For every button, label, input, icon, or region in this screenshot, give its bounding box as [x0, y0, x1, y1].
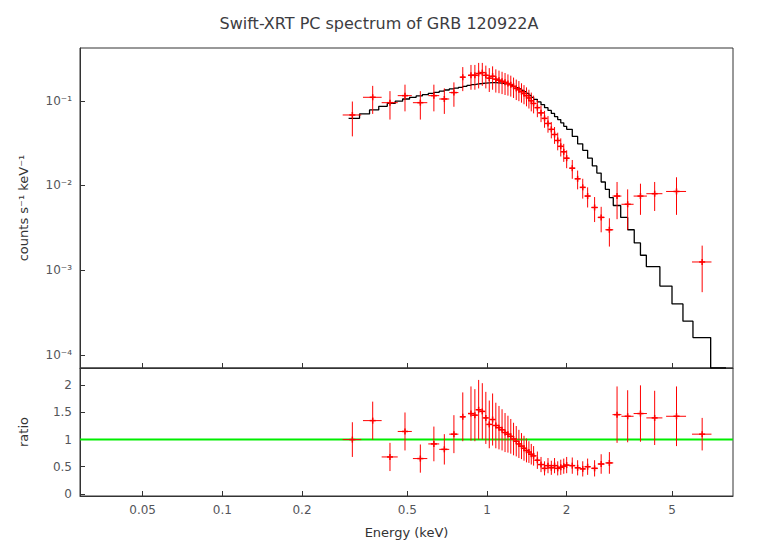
svg-text:5: 5 — [668, 503, 676, 517]
svg-text:1.5: 1.5 — [53, 405, 72, 419]
svg-text:10⁻¹: 10⁻¹ — [46, 94, 73, 108]
svg-text:2: 2 — [563, 503, 571, 517]
svg-text:0.5: 0.5 — [53, 460, 72, 474]
svg-text:10⁻³: 10⁻³ — [46, 263, 73, 277]
svg-text:0: 0 — [64, 487, 72, 501]
svg-text:0.05: 0.05 — [129, 503, 156, 517]
svg-text:0.1: 0.1 — [213, 503, 232, 517]
svg-text:Energy (keV): Energy (keV) — [365, 525, 449, 540]
svg-text:1: 1 — [64, 433, 72, 447]
svg-text:0.2: 0.2 — [292, 503, 311, 517]
svg-text:1: 1 — [483, 503, 491, 517]
svg-text:10⁻⁴: 10⁻⁴ — [46, 348, 73, 362]
svg-text:counts s⁻¹ keV⁻¹: counts s⁻¹ keV⁻¹ — [16, 155, 31, 262]
svg-text:2: 2 — [64, 378, 72, 392]
svg-text:10⁻²: 10⁻² — [46, 178, 73, 192]
svg-text:0.5: 0.5 — [398, 503, 417, 517]
svg-text:Swift-XRT PC spectrum of GRB 1: Swift-XRT PC spectrum of GRB 120922A — [220, 14, 539, 33]
svg-text:ratio: ratio — [16, 417, 31, 447]
